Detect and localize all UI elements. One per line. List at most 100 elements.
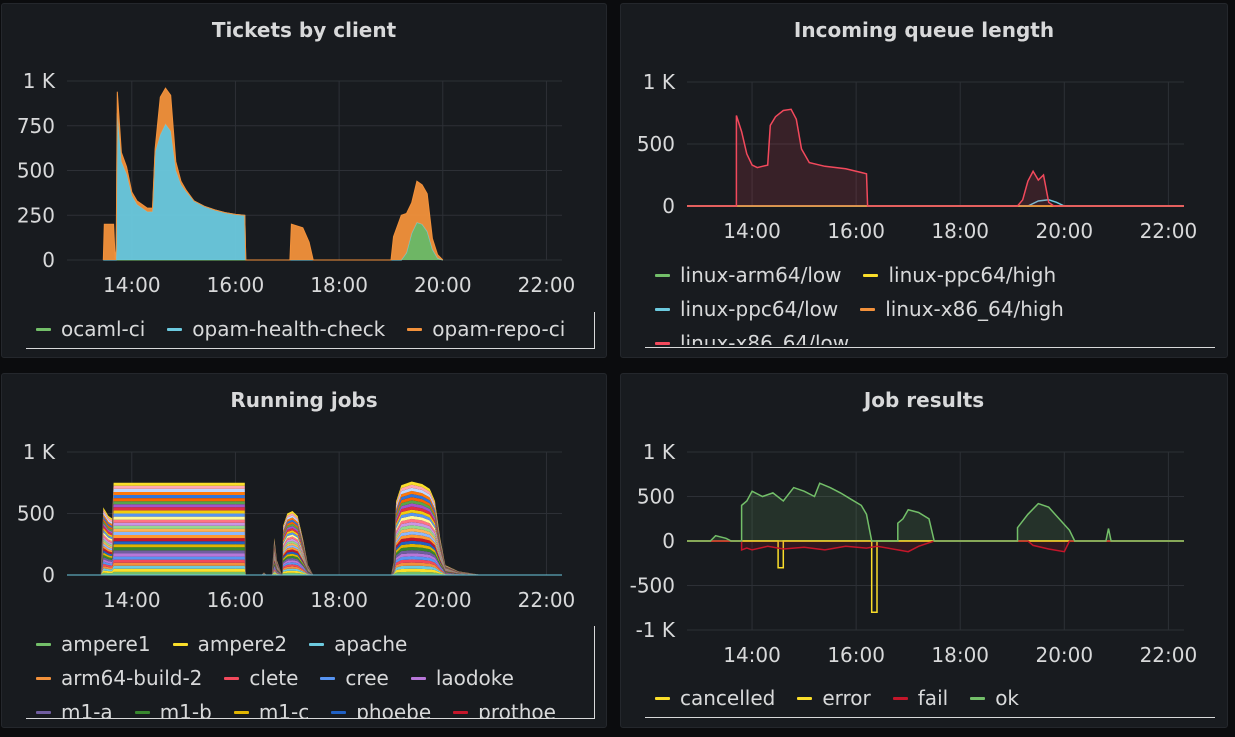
- panel-job-results[interactable]: Job results -1 K -500 0 500 1 K 14:00 16:00 18:…: [620, 373, 1228, 728]
- legend-label: linux-x86_64/low: [680, 331, 850, 345]
- panel-tickets-by-client[interactable]: Tickets by client 0 250 500 750 1 K 14:00 16:0…: [1, 3, 607, 358]
- x-axis: 14:00 16:00 18:00 20:00 22:00: [103, 588, 575, 612]
- legend-swatch: [863, 273, 879, 277]
- x-tick-label: 20:00: [1035, 643, 1093, 667]
- legend-item-opam-repo-ci[interactable]: opam-repo-ci: [407, 315, 565, 343]
- legend-item-linux-x86-64-high[interactable]: linux-x86_64/high: [860, 295, 1064, 323]
- tickets-by-client-chart: 0 250 500 750 1 K 14:00 16:00 18:00 20:00 22:00: [17, 69, 576, 297]
- legend-item-arm64-build-2[interactable]: arm64-build-2: [36, 664, 202, 692]
- y-tick-label: 500: [17, 159, 55, 183]
- x-tick-label: 18:00: [931, 643, 989, 667]
- legend-label: linux-arm64/low: [680, 263, 842, 287]
- x-tick-label: 16:00: [827, 219, 885, 243]
- legend-label: phoebe: [356, 700, 432, 718]
- legend-swatch: [233, 710, 249, 714]
- x-axis: 14:00 16:00 18:00 20:00 22:00: [723, 219, 1197, 243]
- incoming-queue-length-chart: 0 500 1 K 14:00 16:00 18:00 20:00 22:00: [637, 70, 1197, 243]
- fill-linux-x86-64-low: [687, 109, 1184, 206]
- legend-swatch: [453, 710, 469, 714]
- legend-item-cree[interactable]: cree: [320, 664, 389, 692]
- line-ok: [687, 482, 1184, 542]
- y-tick-label: 0: [662, 529, 675, 553]
- x-tick-label: 20:00: [1035, 219, 1093, 243]
- x-tick-label: 18:00: [931, 219, 989, 243]
- legend-item-laodoke[interactable]: laodoke: [410, 664, 514, 692]
- y-tick-label: 1 K: [23, 440, 56, 464]
- legend-item-ok[interactable]: ok: [970, 684, 1019, 712]
- legend-swatch: [167, 327, 183, 331]
- legend-item-ampere2[interactable]: ampere2: [172, 630, 287, 658]
- panel-incoming-queue-length[interactable]: Incoming queue length 0 500 1 K 14:00 16:00 1…: [620, 3, 1228, 358]
- legend-label: m1-b: [159, 700, 212, 718]
- legend-swatch: [309, 642, 325, 646]
- legend-item-ampere1[interactable]: ampere1: [36, 630, 151, 658]
- legend-swatch: [797, 696, 813, 700]
- band-phoebe: [100, 540, 482, 575]
- legend-label: ocaml-ci: [61, 317, 146, 341]
- band-laodoke: [100, 553, 482, 575]
- x-tick-label: 22:00: [1140, 219, 1198, 243]
- legend-item-apache[interactable]: apache: [309, 630, 407, 658]
- legend-label: prothoe: [478, 700, 556, 718]
- legend-item-prothoe[interactable]: prothoe: [453, 698, 556, 718]
- legend-item-linux-ppc64-high[interactable]: linux-ppc64/high: [863, 261, 1056, 289]
- legend-swatch: [655, 696, 670, 700]
- series-group: [687, 108, 1184, 207]
- x-tick-label: 22:00: [1140, 643, 1198, 667]
- y-tick-label: 1 K: [23, 69, 56, 93]
- legend-swatch: [892, 696, 908, 700]
- legend-label: error: [822, 686, 871, 710]
- y-tick-label: -1 K: [636, 618, 676, 642]
- legend-label: fail: [917, 686, 949, 710]
- legend-swatch: [970, 696, 986, 700]
- series-group: [687, 482, 1184, 613]
- panel-running-jobs[interactable]: Running jobs 0 500 1 K 14:00 16:00 18:00 20:00…: [1, 373, 607, 728]
- legend-item-m1-c[interactable]: m1-c: [233, 698, 310, 718]
- line-opam-repo-ci: [102, 87, 444, 261]
- series-group: [67, 481, 562, 576]
- band-m1-b: [100, 547, 482, 575]
- legend-item-error[interactable]: error: [797, 684, 871, 712]
- legend-item-ocaml-ci[interactable]: ocaml-ci: [36, 315, 145, 343]
- legend-label: ampere1: [61, 632, 151, 656]
- x-tick-label: 18:00: [310, 588, 368, 612]
- legend-item-cancelled[interactable]: cancelled: [655, 684, 775, 712]
- legend-label: opam-health-check: [192, 317, 386, 341]
- x-tick-label: 14:00: [103, 588, 161, 612]
- y-axis: -1 K -500 0 500 1 K: [630, 440, 676, 642]
- x-tick-label: 14:00: [103, 273, 161, 297]
- legend-label: laodoke: [435, 666, 514, 690]
- band-ampere1: [100, 571, 482, 575]
- x-tick-label: 14:00: [723, 219, 781, 243]
- panel-title: Running jobs: [230, 388, 378, 412]
- y-tick-label: 0: [662, 194, 675, 218]
- legend-item-m1-a[interactable]: m1-a: [36, 698, 113, 718]
- x-tick-label: 22:00: [518, 273, 576, 297]
- legend-item-phoebe[interactable]: phoebe: [331, 698, 431, 718]
- legend-swatch: [860, 307, 876, 311]
- legend-item-linux-ppc64-low[interactable]: linux-ppc64/low: [655, 295, 838, 323]
- legend-swatch: [36, 327, 51, 331]
- legend-label: arm64-build-2: [61, 666, 203, 690]
- x-tick-label: 20:00: [414, 273, 472, 297]
- legend-item-opam-health-check[interactable]: opam-health-check: [167, 315, 385, 343]
- band-cree: [100, 556, 482, 575]
- legend-swatch: [655, 307, 670, 311]
- legend-item-m1-b[interactable]: m1-b: [134, 698, 212, 718]
- line-error: [687, 540, 1184, 613]
- legend-item-fail[interactable]: fail: [892, 684, 949, 712]
- legend-label: m1-c: [258, 700, 310, 718]
- legend-label: opam-repo-ci: [432, 317, 566, 341]
- legend-item-clete[interactable]: clete: [224, 664, 298, 692]
- series-group: [102, 87, 444, 261]
- x-tick-label: 16:00: [207, 588, 265, 612]
- legend-item-linux-x86-64-low[interactable]: linux-x86_64/low: [655, 329, 849, 345]
- legend-item-linux-arm64-low[interactable]: linux-arm64/low: [655, 261, 841, 289]
- y-axis: 0 500 1 K: [17, 440, 56, 587]
- legend-label: m1-a: [61, 700, 113, 718]
- x-axis: 14:00 16:00 18:00 20:00 22:00: [723, 643, 1197, 667]
- y-tick-label: 500: [637, 132, 675, 156]
- y-tick-label: -500: [630, 574, 675, 598]
- tickets-legend: ocaml-ci opam-health-check opam-repo-ci: [36, 315, 596, 347]
- legend-swatch: [655, 341, 670, 345]
